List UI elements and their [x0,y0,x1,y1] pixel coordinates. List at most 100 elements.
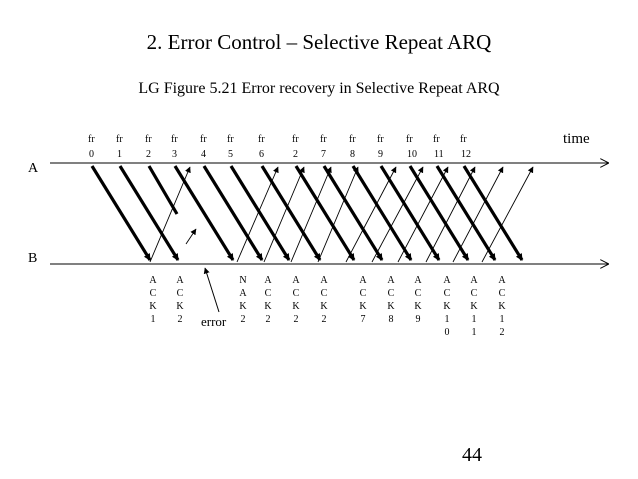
ack-label-char: 7 [361,314,366,325]
ack-label-char: A [498,275,506,286]
frame-arrow [322,165,384,261]
frame-arrow [229,165,291,261]
ack-label-char: 2 [322,314,327,325]
frame-label-number: 10 [407,149,417,160]
ack-label-char: A [443,275,451,286]
ack-label-char: N [239,275,246,286]
ack-label-char: A [359,275,367,286]
ack-label-char: C [321,288,328,299]
ack-label-char: K [320,301,328,312]
ack-label-char: K [387,301,395,312]
page-number: 44 [462,444,482,466]
frame-arrow [202,165,264,261]
ack-label-char: A [387,275,395,286]
frame-label-prefix: fr [349,134,356,145]
frame-label-prefix: fr [292,134,299,145]
ack-label-char: K [176,301,184,312]
frame-arrow [173,165,235,261]
ack-arrow [481,166,534,263]
ack-label-char: C [360,288,367,299]
frame-arrow-lost [147,165,179,215]
frame-arrow [90,165,152,261]
frame-label-number: 9 [378,149,383,160]
frame-label-prefix: fr [406,134,413,145]
frame-label-prefix: fr [460,134,467,145]
frame-label-number: 8 [350,149,355,160]
ack-label-char: 1 [472,314,477,325]
frame-label-prefix: fr [227,134,234,145]
ack-arrow [236,166,279,263]
ack-label-char: 0 [445,327,450,338]
ack-arrow [452,166,504,263]
frame-label-prefix: fr [145,134,152,145]
ack-arrow [425,166,476,263]
frame-label-number: 2 [293,149,298,160]
ack-label-char: C [499,288,506,299]
ack-label-char: A [414,275,422,286]
frame-label-number: 0 [89,149,94,160]
figure-caption: LG Figure 5.21 Error recovery in Selecti… [138,80,500,97]
ack-label-char: C [150,288,157,299]
ack-arrow [149,166,191,263]
error-pointer [203,267,220,313]
frame-label-number: 11 [434,149,444,160]
ack-arrow [263,166,305,263]
ack-label-char: K [264,301,272,312]
frame-label-number: 7 [321,149,326,160]
ack-label-char: 8 [389,314,394,325]
ack-label-char: 2 [241,314,246,325]
ack-label-char: C [444,288,451,299]
error-label: error [201,314,227,329]
ack-label-char: K [359,301,367,312]
ack-label-char: A [320,275,328,286]
frame-arrow [408,165,470,261]
ack-label-char: K [239,301,247,312]
ack-label-char: A [264,275,272,286]
ack-label-char: 1 [445,314,450,325]
ack-label-char: C [265,288,272,299]
frame-label-prefix: fr [88,134,95,145]
ack-label-char: A [292,275,300,286]
frame-label-number: 12 [461,149,471,160]
frame-label-number: 4 [201,149,206,160]
ack-label-char: 1 [151,314,156,325]
frame-label-prefix: fr [377,134,384,145]
ack-label-char: A [239,288,247,299]
ack-arrow [317,166,359,263]
frame-label-prefix: fr [171,134,178,145]
frame-label-prefix: fr [258,134,265,145]
ack-label-char: 1 [500,314,505,325]
ack-label-char: K [414,301,422,312]
ack-label-char: 2 [178,314,183,325]
ack-label-char: 2 [294,314,299,325]
frame-label-prefix: fr [433,134,440,145]
ack-arrow [290,166,332,263]
ack-label-char: C [415,288,422,299]
ack-arrow [371,166,424,263]
frame-label-number: 3 [172,149,177,160]
frame-arrow [118,165,180,261]
ack-label-char: 2 [266,314,271,325]
station-a-label: A [28,161,39,176]
ack-label-char: 2 [500,327,505,338]
slide-title: 2. Error Control – Selective Repeat ARQ [146,30,492,54]
ack-label-char: A [149,275,157,286]
frame-label-number: 2 [146,149,151,160]
ack-arrow [345,166,397,263]
frame-label-number: 5 [228,149,233,160]
ack-label-char: C [293,288,300,299]
ack-label-char: C [471,288,478,299]
ack-arrow [397,166,449,263]
ack-label-char: K [443,301,451,312]
frame-arrow [351,165,413,261]
ack-label-char: K [470,301,478,312]
ack-label-char: A [470,275,478,286]
frame-label-number: 1 [117,149,122,160]
ack-label-char: 9 [416,314,421,325]
time-label: time [563,131,590,147]
ack-label-char: K [149,301,157,312]
station-b-label: B [28,251,37,266]
ack-label-char: 1 [472,327,477,338]
ack-label-char: C [388,288,395,299]
frame-arrow [294,165,356,261]
